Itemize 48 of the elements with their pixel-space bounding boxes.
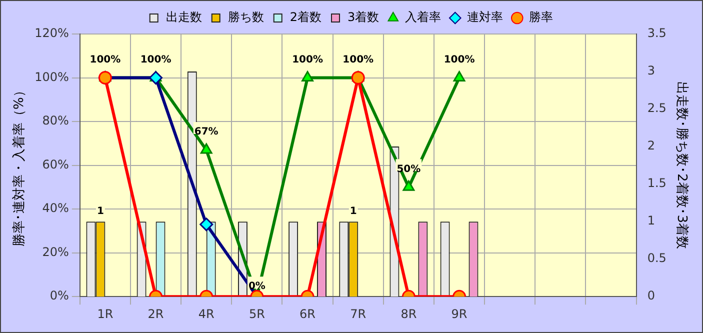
- y-tick-label: 20%: [42, 244, 69, 259]
- data-label: 0%: [248, 281, 266, 292]
- y2-tick-label: 3: [647, 64, 655, 78]
- x-tick-label: 4R: [198, 306, 214, 321]
- x-tick-label: 9R: [451, 306, 468, 321]
- data-label: 67%: [194, 126, 218, 138]
- legend-label: 2着数: [290, 10, 322, 24]
- y2-tick-label: 2: [647, 138, 655, 153]
- data-label: 100%: [140, 54, 172, 66]
- y-tick-label: 120%: [34, 26, 69, 40]
- y-tick-label: 40%: [42, 201, 69, 216]
- point: [351, 71, 365, 85]
- point: [200, 143, 212, 154]
- y-tick-label: 80%: [42, 114, 69, 128]
- y2-tick-label: 1.5: [647, 176, 666, 190]
- y2-tick-label: 2.5: [647, 101, 666, 116]
- data-label: 100%: [90, 54, 121, 66]
- legend-label: 連対率: [467, 10, 504, 24]
- point: [149, 71, 163, 85]
- legend-label: 勝ち数: [228, 10, 264, 24]
- legend-label: 出走数: [166, 10, 202, 24]
- y2-tick-label: 0.5: [647, 251, 666, 266]
- y-axis-title: 勝率･連対率・入着率（%）: [11, 84, 28, 246]
- point: [402, 180, 415, 191]
- x-tick-label: 1R: [97, 306, 114, 321]
- data-label: 100%: [342, 54, 374, 66]
- y-tick-label: 60%: [42, 157, 69, 172]
- legend-label: 勝率: [529, 10, 554, 24]
- x-tick-label: 5R: [248, 306, 265, 321]
- y2-axis-title: 出走数･勝ち数･2着数･3着数: [674, 82, 690, 250]
- y2-tick-label: 3.5: [647, 26, 666, 40]
- data-label: 100%: [292, 54, 323, 66]
- data-label: 50%: [396, 164, 421, 175]
- data-label: 1: [350, 206, 357, 218]
- legend-label: 入着率: [405, 10, 442, 24]
- data-label: 100%: [444, 54, 475, 66]
- x-tick-label: 6R: [300, 306, 316, 321]
- x-tick-label: 7R: [350, 306, 366, 321]
- y2-tick-label: 0: [647, 288, 655, 303]
- legend-label: 3着数: [348, 10, 380, 24]
- data-label: 1: [96, 206, 104, 218]
- point: [302, 71, 314, 82]
- y-tick-label: 100%: [34, 70, 69, 84]
- y-tick-label: 0%: [50, 288, 69, 303]
- y2-tick-label: 1: [647, 214, 655, 228]
- x-tick-label: 8R: [400, 306, 417, 321]
- point: [453, 71, 466, 82]
- x-tick-label: 2R: [148, 306, 164, 321]
